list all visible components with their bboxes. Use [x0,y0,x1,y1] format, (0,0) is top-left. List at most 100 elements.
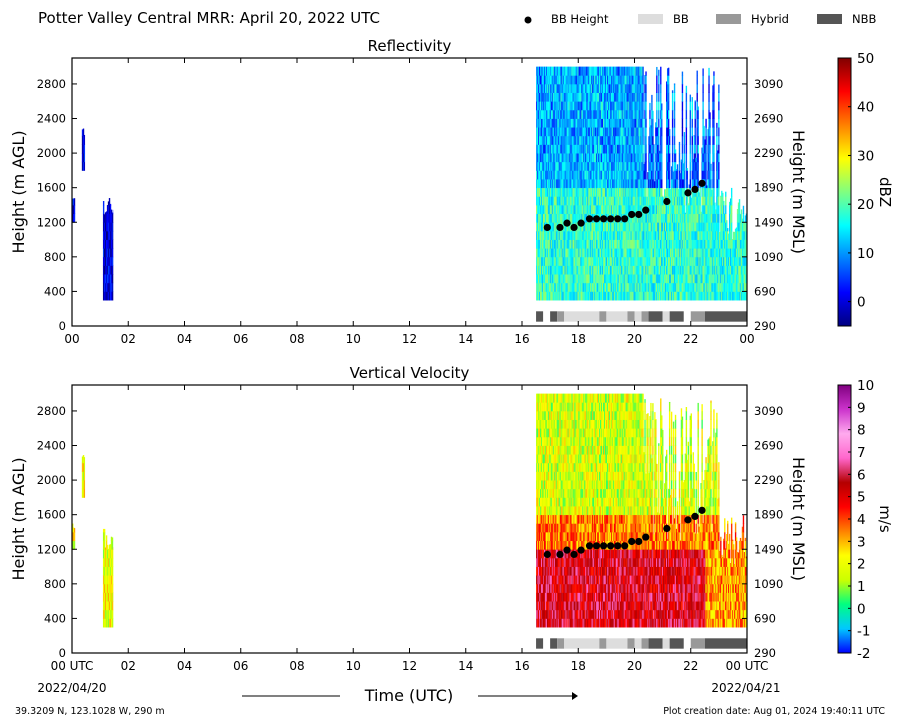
data-cell [595,75,597,85]
data-cell [741,230,744,240]
data-cell [618,161,621,171]
data-cell [629,204,631,215]
data-cell [610,153,613,163]
data-cell [575,213,577,223]
data-cell [717,256,719,266]
data-cell [595,239,597,249]
data-cell [655,161,657,171]
data-cell [611,179,614,189]
data-cell [665,230,667,240]
data-cell [551,135,554,145]
data-cell [707,204,709,215]
data-cell [702,187,704,197]
data-cell [632,118,634,128]
data-cell [628,75,630,85]
data-cell [672,204,675,215]
data-cell [587,101,589,111]
data-cell [693,282,695,292]
data-cell [645,109,647,119]
data-cell [626,161,629,171]
data-cell [111,265,114,275]
data-cell [669,274,672,284]
data-cell [547,274,550,284]
data-cell [634,135,636,145]
data-cell [605,282,608,292]
data-cell [643,213,645,223]
data-cell [552,75,555,85]
data-cell [537,256,539,266]
data-cell [597,161,599,171]
data-cell [660,92,662,102]
data-cell [740,209,743,215]
data-cell [542,92,545,102]
data-cell [608,109,611,119]
data-cell [580,66,582,76]
data-cell [537,127,539,137]
data-cell [568,92,570,102]
data-cell [658,179,660,189]
data-cell [546,291,549,301]
data-cell [696,291,698,301]
data-cell [658,196,660,206]
data-cell [710,239,712,249]
data-cell [674,282,677,292]
data-cell [613,187,616,197]
data-cell [600,83,602,93]
data-cell [576,127,578,137]
data-cell [579,213,581,223]
data-cell [693,230,695,240]
data-cell [577,161,579,171]
data-cell [694,291,696,301]
data-cell [560,66,563,76]
data-cell [111,282,114,292]
data-cell [685,291,688,301]
data-cell [705,187,707,197]
data-cell [606,239,609,249]
data-cell [712,153,714,163]
data-cell [537,135,539,145]
data-cell [665,282,667,292]
data-cell [595,101,597,111]
data-cell [642,144,644,154]
data-cell [708,135,710,145]
data-cell [685,239,688,249]
data-cell [732,274,735,284]
data-cell [633,282,635,292]
data-cell [636,101,638,111]
data-cell [569,256,571,266]
data-cell [618,92,621,102]
data-cell [107,230,110,240]
data-cell [619,109,622,119]
data-cell [573,161,575,171]
data-cell [681,83,684,93]
data-cell [625,118,628,128]
data-cell [563,118,566,128]
data-cell [610,274,613,284]
data-cell [661,170,663,180]
data-cell [708,274,710,284]
data-cell [604,282,607,292]
data-cell [690,239,692,249]
data-cell [540,230,542,240]
data-cell [550,230,553,240]
data-cell [596,291,598,301]
data-cell [628,101,630,111]
data-cell [641,291,643,301]
data-cell [609,196,612,206]
data-cell [694,248,696,258]
data-cell [641,213,643,223]
data-cell [568,127,570,137]
data-cell [740,248,743,258]
data-cell [636,213,638,223]
data-cell [657,265,659,275]
data-cell [567,239,569,249]
data-cell [624,118,627,128]
data-cell [570,127,572,137]
data-cell [110,213,113,223]
data-cell [650,265,652,275]
data-cell [602,239,604,249]
data-cell [565,239,567,249]
data-cell [555,83,558,93]
data-cell [567,170,569,180]
data-cell [541,265,544,275]
